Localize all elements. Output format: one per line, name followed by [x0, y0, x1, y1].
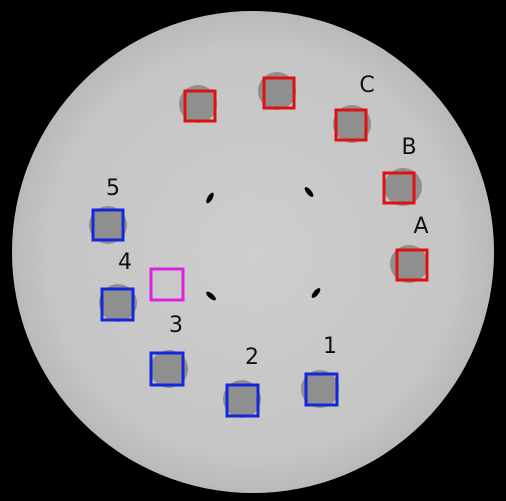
roi-box — [149, 351, 185, 387]
roi-label: A — [413, 214, 428, 239]
roi-box — [149, 267, 185, 302]
insert — [89, 206, 127, 244]
labels: C B A 5 4 3 2 1 — [106, 73, 429, 370]
roi-box — [334, 108, 368, 142]
marker — [304, 187, 314, 197]
roi-box — [382, 171, 416, 205]
roi-box — [91, 208, 125, 242]
marker — [206, 192, 214, 204]
markers — [206, 187, 321, 301]
roi-box — [225, 383, 260, 418]
insert — [99, 284, 137, 322]
roi-label: 3 — [169, 313, 183, 338]
phantom-disk — [12, 11, 494, 493]
roi-label: 1 — [323, 334, 337, 359]
marker — [311, 288, 321, 298]
roi-label: B — [401, 135, 416, 160]
insert — [150, 350, 188, 388]
roi-label: 4 — [118, 250, 132, 275]
marker — [206, 291, 216, 301]
roi-label: C — [359, 73, 374, 98]
roi-box — [395, 248, 429, 282]
roi-label: 5 — [106, 176, 120, 201]
insert — [301, 370, 339, 408]
insert — [223, 380, 261, 418]
roi-box — [262, 76, 296, 110]
roi-label: 2 — [245, 345, 259, 370]
insert — [333, 105, 371, 143]
insert — [258, 72, 296, 110]
roi-boxes — [91, 76, 429, 418]
roi-box — [100, 287, 135, 322]
insert — [179, 85, 217, 123]
insert — [390, 245, 428, 283]
roi-box — [183, 89, 217, 123]
roi-box — [304, 372, 339, 407]
